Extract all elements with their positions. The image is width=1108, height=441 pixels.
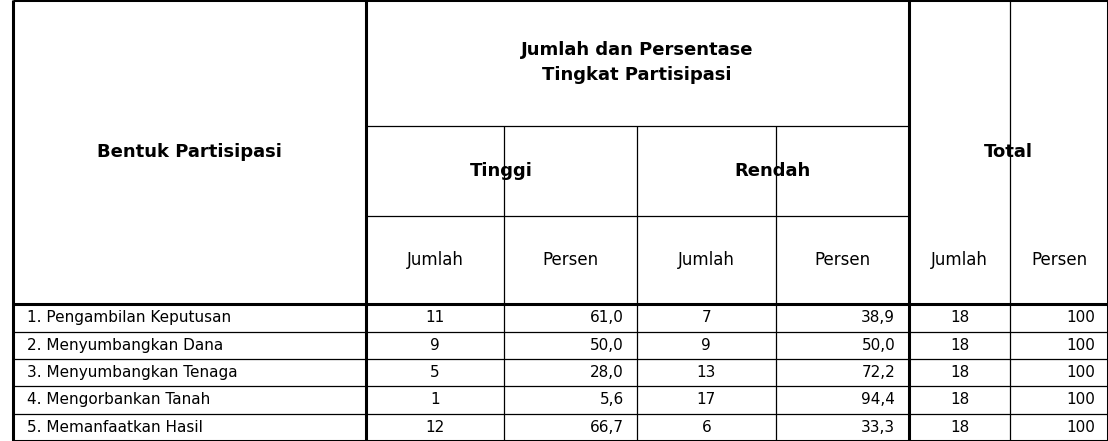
Text: Jumlah: Jumlah [407,251,463,269]
Text: 50,0: 50,0 [591,338,624,353]
Text: Persen: Persen [814,251,870,269]
Text: 9: 9 [701,338,711,353]
Text: 2. Menyumbangkan Dana: 2. Menyumbangkan Dana [27,338,223,353]
Text: 3. Menyumbangkan Tenaga: 3. Menyumbangkan Tenaga [27,365,237,380]
Text: 18: 18 [950,420,970,435]
Text: 7: 7 [701,310,711,325]
Text: 18: 18 [950,338,970,353]
Text: 66,7: 66,7 [589,420,624,435]
Text: 11: 11 [425,310,444,325]
Text: Rendah: Rendah [735,162,811,180]
Text: 12: 12 [425,420,444,435]
Text: 94,4: 94,4 [861,392,895,407]
Text: Persen: Persen [543,251,598,269]
Text: Jumlah: Jumlah [931,251,988,269]
Text: 4. Mengorbankan Tanah: 4. Mengorbankan Tanah [27,392,209,407]
Text: Tinggi: Tinggi [470,162,533,180]
Text: 18: 18 [950,310,970,325]
Text: Persen: Persen [1032,251,1087,269]
Text: 17: 17 [697,392,716,407]
Text: 18: 18 [950,392,970,407]
Text: 13: 13 [697,365,716,380]
Text: Total: Total [984,143,1033,161]
Text: 18: 18 [950,365,970,380]
Text: Bentuk Partisipasi: Bentuk Partisipasi [98,143,281,161]
Text: 9: 9 [430,338,440,353]
Text: 33,3: 33,3 [861,420,895,435]
Text: 100: 100 [1066,420,1095,435]
Text: 100: 100 [1066,338,1095,353]
Text: 100: 100 [1066,310,1095,325]
Text: 1. Pengambilan Keputusan: 1. Pengambilan Keputusan [27,310,230,325]
Text: 5: 5 [430,365,440,380]
Text: 61,0: 61,0 [589,310,624,325]
Text: Jumlah dan Persentase
Tingkat Partisipasi: Jumlah dan Persentase Tingkat Partisipas… [521,41,753,84]
Text: 6: 6 [701,420,711,435]
Text: Jumlah: Jumlah [678,251,735,269]
Text: 1: 1 [430,392,440,407]
Text: 38,9: 38,9 [861,310,895,325]
Text: 5. Memanfaatkan Hasil: 5. Memanfaatkan Hasil [27,420,203,435]
Text: 72,2: 72,2 [862,365,895,380]
Text: 100: 100 [1066,365,1095,380]
Text: 28,0: 28,0 [591,365,624,380]
Text: 5,6: 5,6 [599,392,624,407]
Text: 100: 100 [1066,392,1095,407]
Text: 50,0: 50,0 [862,338,895,353]
